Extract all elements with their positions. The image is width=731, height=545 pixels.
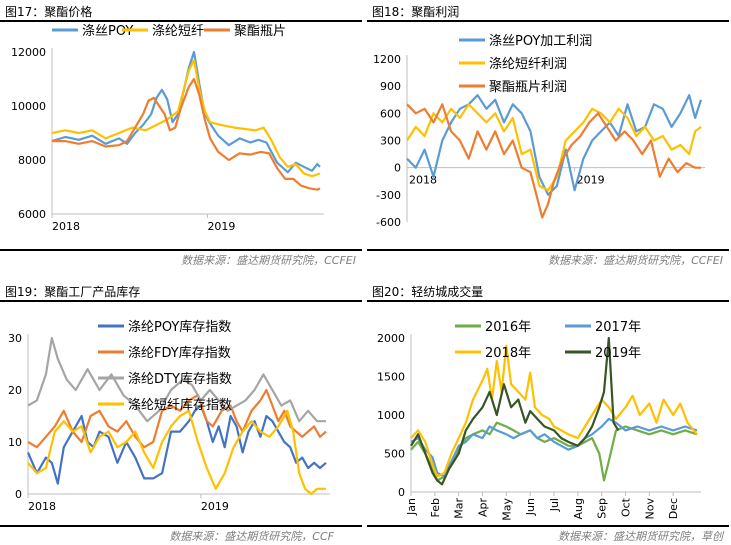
- legend-label: 涤纶短纤利润: [489, 57, 567, 72]
- series-line: [406, 103, 702, 192]
- series-line: [27, 336, 326, 423]
- y-tick-label: 300: [380, 135, 401, 148]
- source-rule: [367, 525, 729, 527]
- x-tick-label: Jul: [548, 498, 561, 512]
- series-line: [406, 103, 701, 219]
- title-rule: [0, 300, 362, 302]
- x-tick-label: Jan: [405, 498, 418, 516]
- x-tick-label: Jun: [524, 498, 537, 516]
- chart-svg: -600 -300 0 300 600 900 1200 2018 2019 涤丝POY加工利润涤…: [373, 34, 705, 229]
- chart-title: 图19：聚酯工厂产品库存: [5, 285, 141, 299]
- legend-label: 2017年: [595, 320, 641, 335]
- x-tick-label: Dec: [667, 498, 680, 519]
- legend-label: 2016年: [485, 320, 531, 335]
- series-line: [51, 59, 321, 178]
- x-tick-label: 2019: [201, 500, 229, 513]
- legend-label: 涤丝POY加工利润: [489, 34, 592, 49]
- series-line: [52, 77, 321, 191]
- series-line: [51, 50, 321, 174]
- chart-svg: 0 500 1000 1500 2000 Jan Feb Mar Apr May Jun Jul Aug…: [377, 320, 701, 521]
- y-tick-label: 900: [380, 80, 401, 93]
- y-tick-label: 12000: [11, 46, 46, 59]
- y-tick-label: 8000: [18, 154, 46, 167]
- source-note: 数据来源：盛达期货研究院，CCFEI: [181, 254, 356, 267]
- x-tick-label: Mar: [453, 498, 466, 519]
- chart-svg: 0 10 20 30 2018 2019 涤纶POY库存指数涤纶FDY库存指数涤纶DTY库存…: [8, 319, 330, 513]
- source-note: 数据来源：盛达期货研究院，草创: [558, 530, 723, 543]
- y-tick-label: 20: [8, 384, 22, 397]
- source-rule: [367, 249, 729, 251]
- series-line: [27, 409, 326, 496]
- legend-label: 2019年: [595, 346, 641, 361]
- series-line: [410, 344, 698, 478]
- x-tick-label: 2018: [52, 220, 80, 233]
- chart-title: 图17：聚酯价格: [5, 5, 93, 19]
- x-tick-label: 2019: [577, 174, 605, 187]
- y-tick-label: 500: [384, 448, 405, 461]
- x-tick-label: Aug: [572, 498, 585, 519]
- chart-panel-price: 图17：聚酯价格 6000 8000 10000 12000 2018 2019 涤丝POY…: [0, 0, 364, 272]
- title-rule: [367, 300, 729, 302]
- y-tick-label: 1200: [373, 53, 401, 66]
- legend-label: 涤纶短纤库存指数: [128, 397, 232, 413]
- y-tick-label: -300: [376, 189, 401, 202]
- series-line: [410, 417, 698, 478]
- chart-panel-profit: 图18：聚酯利润 -600 -300 0 300 600 900 1200 2018 2019 涤…: [367, 0, 731, 272]
- chart-title: 图18：聚酯利润: [372, 5, 460, 19]
- legend-label: 涤纶FDY库存指数: [128, 345, 231, 361]
- chart-title: 图20：轻纺城成交量: [372, 285, 484, 299]
- y-tick-label: -600: [376, 216, 401, 229]
- legend-label: 涤纶短纤: [152, 24, 204, 39]
- y-tick-label: 6000: [18, 208, 46, 221]
- x-tick-label: Feb: [429, 498, 442, 517]
- y-tick-label: 10000: [11, 100, 46, 113]
- x-tick-label: Nov: [643, 498, 656, 520]
- y-tick-label: 0: [398, 486, 405, 499]
- chart-panel-volume: 图20：轻纺城成交量 0 500 1000 1500 2000 Jan Feb Mar Apr M…: [367, 280, 731, 545]
- y-tick-label: 2000: [377, 332, 405, 345]
- legend-label: 聚酯瓶片: [234, 24, 286, 39]
- x-tick-label: Sep: [596, 498, 609, 519]
- x-tick-label: 2019: [207, 220, 235, 233]
- legend-label: 涤纶DTY库存指数: [128, 371, 232, 387]
- legend-label: 2018年: [485, 346, 531, 361]
- y-tick-label: 0: [15, 488, 22, 501]
- chart-panel-inventory: 图19：聚酯工厂产品库存 0 10 20 30 2018 2019 涤纶POY库存指数 涤纶F…: [0, 280, 364, 545]
- legend-label: 涤丝POY: [82, 24, 133, 39]
- x-tick-label: 2018: [28, 500, 56, 513]
- y-tick-label: 0: [394, 162, 401, 175]
- title-rule: [367, 20, 729, 22]
- title-rule: [0, 20, 362, 22]
- source-rule: [0, 525, 362, 527]
- y-tick-label: 10: [8, 436, 22, 449]
- series-line: [410, 336, 620, 486]
- y-tick-label: 30: [8, 332, 22, 345]
- x-tick-label: Apr: [477, 498, 490, 518]
- x-tick-label: Oct: [620, 497, 633, 517]
- y-tick-label: 600: [380, 107, 401, 120]
- source-rule: [0, 249, 362, 251]
- chart-svg: 6000 8000 10000 12000 2018 2019 涤丝POY 涤纶短纤 聚酯瓶片: [11, 24, 324, 233]
- y-tick-label: 1500: [377, 371, 405, 384]
- series-line: [26, 404, 327, 485]
- legend-label: 聚酯瓶片利润: [489, 80, 567, 95]
- source-note: 数据来源：盛达期货研究院，CCFEI: [548, 254, 723, 267]
- legend-label: 涤纶POY库存指数: [128, 319, 231, 335]
- x-tick-label: May: [500, 498, 513, 521]
- source-note: 数据来源：盛达期货研究院，CCF: [169, 530, 334, 543]
- x-tick-label: 2018: [409, 174, 437, 187]
- y-tick-label: 1000: [377, 409, 405, 422]
